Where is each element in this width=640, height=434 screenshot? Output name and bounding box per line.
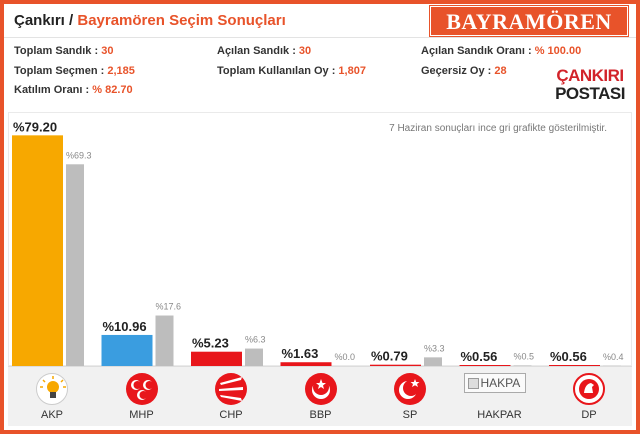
chp-arrows-icon <box>215 373 247 405</box>
stat-label: Açılan Sandık : <box>217 45 299 57</box>
chart-note: 7 Haziran sonuçları ince gri grafikte gö… <box>389 123 607 134</box>
party-mhp: MHP <box>102 367 182 427</box>
stat-value: % 100.00 <box>534 45 582 57</box>
label-previous-sp: %3.3 <box>424 343 445 353</box>
label-previous-bbp: %0.0 <box>335 352 356 362</box>
stat-toplam-secmen: Toplam Seçmen : 2,185 <box>14 65 135 77</box>
bbp-crescent-icon <box>304 373 337 405</box>
party-name: CHP <box>219 409 243 421</box>
logo-line2: POSTASI <box>555 84 625 103</box>
stat-label: Katılım Oranı : <box>14 84 93 96</box>
label-current-bbp: %1.63 <box>282 346 319 361</box>
stat-katilim-orani: Katılım Oranı : % 82.70 <box>14 84 133 96</box>
stat-toplam-sandik: Toplam Sandık : 30 <box>14 45 113 57</box>
page-title: Çankırı / Bayramören Seçim Sonuçları <box>14 12 286 29</box>
bar-previous-akp <box>66 164 84 367</box>
label-previous-hakpar: %0.5 <box>514 352 535 362</box>
party-name: SP <box>402 409 418 421</box>
party-name: HAKPAR <box>477 409 522 421</box>
stat-toplam-kullanilan-oy: Toplam Kullanılan Oy : 1,807 <box>217 65 366 77</box>
label-previous-akp: %69.3 <box>66 150 92 160</box>
party-name: BBP <box>309 409 332 421</box>
stat-value: 28 <box>494 65 507 77</box>
bar-current-bbp <box>280 362 332 367</box>
stat-value: 30 <box>298 45 312 57</box>
chart-panel: 7 Haziran sonuçları ince gri grafikte gö… <box>8 112 632 367</box>
party-hakpar: HAKPA HAKPAR <box>460 367 540 427</box>
stat-label: Açılan Sandık Oranı : <box>421 45 535 57</box>
label-previous-mhp: %17.6 <box>156 302 182 312</box>
cankiri-postasi-logo: ÇANKIRI POSTASI <box>552 66 628 108</box>
stat-label: Toplam Sandık : <box>14 45 102 57</box>
mhp-crescents-icon <box>125 373 158 405</box>
party-sp: SP <box>370 367 450 427</box>
party-name: MHP <box>129 409 154 421</box>
party-bbp: BBP <box>281 367 361 427</box>
stat-value: 1,807 <box>338 65 366 77</box>
hakpar-broken-image-icon: HAKPA <box>463 373 526 393</box>
stat-label: Geçersiz Oy : <box>421 65 495 77</box>
stat-label: Toplam Seçmen : <box>14 65 108 77</box>
bar-previous-mhp <box>155 315 174 367</box>
stat-acilan-sandik-orani: Açılan Sandık Oranı : % 100.00 <box>421 45 581 57</box>
sp-crescent-star-icon <box>394 373 426 405</box>
header: Çankırı / Bayramören Seçim Sonuçları BAY… <box>4 4 636 38</box>
label-current-hakpar: %0.56 <box>461 349 498 364</box>
bar-chart: %79.20 %69.3 %10.96 %17.6 %5.23 %6.3 %1.63 %0.0… <box>12 119 624 367</box>
party-name: DP <box>581 409 597 421</box>
bar-previous-chp <box>245 348 263 367</box>
party-akp: AKP <box>12 367 92 427</box>
bar-current-akp <box>12 135 63 367</box>
stat-acilan-sandik: Açılan Sandık : 30 <box>217 45 311 57</box>
party-name: AKP <box>40 409 63 421</box>
stat-value: 2,185 <box>107 65 135 77</box>
stat-value: 30 <box>101 45 114 57</box>
label-current-dp: %0.56 <box>550 349 587 364</box>
bar-previous-sp <box>424 357 442 367</box>
bar-current-mhp <box>101 334 153 367</box>
logo-line1: ÇANKIRI <box>556 66 624 85</box>
party-dp: DP <box>549 367 629 427</box>
label-current-mhp: %10.96 <box>103 319 147 334</box>
akp-lightbulb-icon <box>36 373 68 405</box>
results-frame: Çankırı / Bayramören Seçim Sonuçları BAY… <box>4 4 636 430</box>
label-current-chp: %5.23 <box>192 336 229 351</box>
title-accent: Bayramören Seçim Sonuçları <box>77 12 286 29</box>
stat-value: % 82.70 <box>92 84 133 96</box>
label-current-sp: %0.79 <box>371 349 408 364</box>
title-prefix: Çankırı / <box>14 12 78 29</box>
stat-gecersiz-oy: Geçersiz Oy : 28 <box>421 65 507 77</box>
label-previous-chp: %6.3 <box>245 335 266 345</box>
party-chp: CHP <box>191 367 271 427</box>
party-legend-strip: AKP MHP CHP BBP SP HAKPA HAKPAR DP <box>8 366 632 426</box>
bar-current-sp <box>370 364 421 367</box>
bar-current-chp <box>191 351 242 367</box>
label-current-akp: %79.20 <box>13 119 57 134</box>
stat-label: Toplam Kullanılan Oy : <box>217 65 339 77</box>
label-previous-dp: %0.4 <box>603 352 624 362</box>
dp-horse-icon <box>573 373 605 405</box>
district-badge: BAYRAMÖREN <box>429 5 629 37</box>
